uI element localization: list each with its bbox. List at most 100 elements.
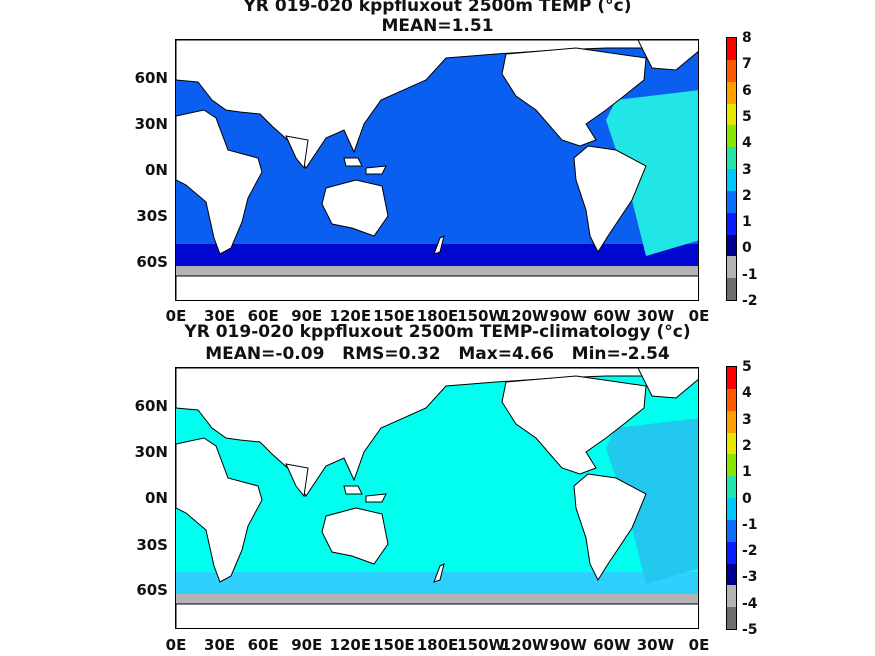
latitude-label: 30S: [136, 536, 168, 554]
colorbar-segment: [727, 234, 736, 257]
latitude-label: 30N: [134, 115, 168, 133]
latitude-label: 0N: [145, 161, 168, 179]
colorbar-segment: [727, 476, 736, 499]
colorbar-tick-label: 2: [742, 437, 752, 454]
landmass: [637, 40, 698, 71]
colorbar-segment: [727, 585, 736, 608]
colorbar-segment: [727, 38, 736, 61]
colorbar-tick-label: 8: [742, 30, 752, 46]
colorbar-segment: [727, 190, 736, 214]
landmass: [343, 157, 363, 167]
colorbar-tick-label: 5: [742, 108, 752, 125]
latitude-label: 60S: [136, 253, 168, 271]
longitude-label: 180E: [416, 636, 459, 654]
colorbar-segment: [727, 367, 736, 390]
panel1-map: [175, 39, 699, 301]
landmass: [176, 437, 263, 583]
landmass: [365, 165, 387, 175]
colorbar-segment: [727, 169, 736, 192]
antarctic-shelf: [176, 594, 698, 604]
colorbar-tick-label: 2: [742, 187, 752, 204]
landmass: [433, 563, 445, 583]
atlantic-field: [606, 90, 698, 256]
longitude-label: 150W: [457, 636, 506, 654]
colorbar-segment: [727, 498, 736, 521]
longitude-label: 60W: [593, 307, 631, 325]
landmass: [637, 368, 698, 399]
colorbar-segment: [727, 432, 736, 455]
latitude-label: 60N: [134, 69, 168, 87]
panel2-map: [175, 367, 699, 629]
colorbar-tick-label: -4: [742, 595, 758, 612]
landmass: [573, 473, 647, 582]
landmass: [501, 47, 647, 147]
colorbar-tick-label: -1: [742, 516, 758, 533]
landmass: [343, 485, 363, 495]
longitude-label: 150W: [457, 307, 506, 325]
landmass: [176, 603, 698, 628]
colorbar-tick-label: 5: [742, 359, 752, 375]
landmass: [285, 463, 309, 498]
longitude-label: 150E: [373, 307, 415, 325]
landmass: [176, 275, 698, 300]
colorbar-segment: [727, 256, 736, 279]
panel1-subtitle: MEAN=1.51: [381, 16, 494, 36]
colorbar-segment: [727, 454, 736, 477]
longitude-label: 30E: [204, 307, 236, 325]
colorbar-tick-label: 3: [742, 161, 752, 178]
antarctic-shelf: [176, 266, 698, 276]
colorbar-tick-label: 3: [742, 411, 752, 428]
latitude-label: 0N: [145, 489, 168, 507]
longitude-label: 30W: [636, 307, 675, 325]
latitude-label: 30N: [134, 443, 168, 461]
longitude-label: 120E: [329, 636, 372, 654]
colorbar-tick-label: -1: [742, 266, 758, 283]
longitude-label: 120E: [329, 307, 372, 325]
landmass: [433, 235, 445, 255]
longitude-label: 120W: [500, 636, 549, 654]
colorbar-tick-label: -3: [742, 569, 758, 586]
colorbar-segment: [727, 410, 736, 433]
longitude-label: 0E: [688, 636, 710, 654]
longitude-label: 60E: [247, 636, 279, 654]
colorbar-segment: [727, 103, 736, 126]
longitude-label: 90W: [549, 636, 587, 654]
panel2-subtitle: MEAN=-0.09 RMS=0.32 Max=4.66 Min=-2.54: [205, 344, 670, 364]
longitude-label: 90E: [291, 636, 323, 654]
colorbar-segment: [727, 278, 736, 301]
colorbar-segment: [727, 81, 736, 104]
colorbar-segment: [727, 212, 736, 235]
colorbar-tick-label: 1: [742, 464, 752, 481]
longitude-label: 120W: [500, 307, 549, 325]
landmass: [365, 493, 387, 503]
colorbar-tick-label: 4: [742, 385, 752, 402]
colorbar-segment: [727, 541, 736, 564]
colorbar-tick-label: 1: [742, 214, 752, 231]
panel1-colorbar: [726, 37, 737, 301]
colorbar-segment: [727, 607, 736, 630]
colorbar-segment: [727, 125, 736, 148]
landmass: [573, 145, 647, 254]
atlantic-field: [606, 418, 698, 584]
panel2-map-svg: [176, 368, 698, 628]
longitude-label: 0E: [165, 636, 187, 654]
landmass: [321, 507, 389, 565]
latitude-label: 30S: [136, 207, 168, 225]
longitude-label: 0E: [165, 307, 187, 325]
panel1-title: YR 019-020 kppfluxout 2500m TEMP (°c): [243, 0, 632, 16]
colorbar-segment: [727, 147, 736, 170]
longitude-label: 180E: [416, 307, 459, 325]
colorbar-tick-label: 4: [742, 135, 752, 152]
longitude-label: 0E: [688, 307, 710, 325]
landmass: [501, 375, 647, 475]
colorbar-segment: [727, 59, 736, 83]
landmass: [285, 135, 309, 170]
colorbar-tick-label: -2: [742, 543, 758, 560]
colorbar-segment: [727, 519, 736, 543]
longitude-label: 150E: [373, 636, 415, 654]
longitude-label: 90W: [549, 307, 587, 325]
longitude-label: 90E: [291, 307, 323, 325]
latitude-label: 60N: [134, 397, 168, 415]
panel1-map-svg: [176, 40, 698, 300]
landmass: [176, 109, 263, 255]
